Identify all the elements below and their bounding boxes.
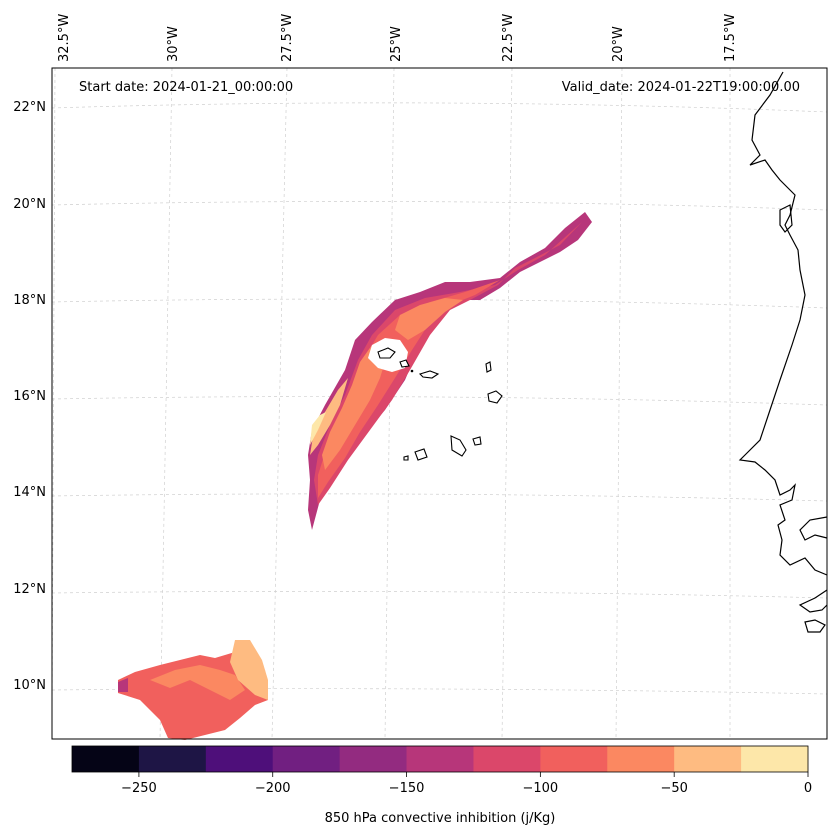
band-lightest: [310, 378, 348, 455]
colorbar-tick-label: −150: [389, 781, 425, 796]
colorbar-swatch: [607, 746, 675, 772]
colorbar-label: 850 hPa convective inhibition (j/Kg): [325, 811, 556, 826]
colorbar-swatch: [72, 746, 140, 772]
lon-label: 32.5°W: [57, 14, 72, 62]
colorbar-tick-label: 0: [804, 781, 812, 796]
south-lightest: [230, 640, 268, 700]
lat-label: 22°N: [13, 100, 46, 115]
lat-label: 20°N: [13, 197, 46, 212]
valid-date-label: Valid_date: 2024-01-22T19:00:00.00: [562, 80, 800, 95]
longitude-labels: 32.5°W 30°W 27.5°W 25°W 22.5°W 20°W 17.5…: [57, 14, 738, 62]
colorbar-swatch: [272, 746, 341, 772]
band-light: [322, 298, 463, 470]
map-background: [52, 68, 827, 739]
colorbar-swatch: [205, 746, 274, 772]
colorbar-tick-label: −100: [523, 781, 559, 796]
colorbar-swatches: [72, 746, 809, 772]
colorbar-frame: [71, 745, 809, 773]
lon-label: 27.5°W: [280, 14, 295, 62]
african-coastline: [738, 71, 828, 633]
map-frame: [51, 67, 828, 740]
colorbar-swatch: [339, 746, 408, 772]
lat-label: 14°N: [13, 485, 46, 500]
colorbar-swatch: [138, 746, 207, 772]
lon-label: 20°W: [611, 26, 626, 62]
colorbar-swatch: [473, 746, 541, 772]
lon-label: 22.5°W: [501, 14, 516, 62]
colorbar: −250 −200 −150 −100 −50 0 850 hPa convective …: [71, 745, 812, 826]
lat-label: 10°N: [13, 678, 46, 693]
colorbar-swatch: [741, 746, 809, 772]
cin-field-south: [118, 640, 268, 740]
latitude-labels: 22°N 20°N 18°N 16°N 14°N 12°N 10°N: [13, 100, 46, 693]
lon-label: 25°W: [389, 26, 404, 62]
start-date-label: Start date: 2024-01-21_00:00:00: [79, 80, 293, 95]
lon-label: 17.5°W: [723, 14, 738, 62]
colorbar-tick-label: −200: [255, 781, 291, 796]
colorbar-swatch: [674, 746, 742, 772]
lat-label: 12°N: [13, 582, 46, 597]
south-dark: [118, 678, 128, 692]
colorbar-swatch: [406, 746, 474, 772]
lat-label: 18°N: [13, 293, 46, 308]
colorbar-ticks: −250 −200 −150 −100 −50 0: [121, 772, 812, 796]
cape-verde-islands: [377, 347, 503, 461]
lon-label: 30°W: [166, 26, 181, 62]
colorbar-swatch: [540, 746, 608, 772]
lat-label: 16°N: [13, 389, 46, 404]
band-palest: [310, 412, 326, 445]
south-light: [150, 665, 245, 700]
colorbar-tick-label: −50: [660, 781, 687, 796]
colorbar-tick-label: −250: [121, 781, 157, 796]
